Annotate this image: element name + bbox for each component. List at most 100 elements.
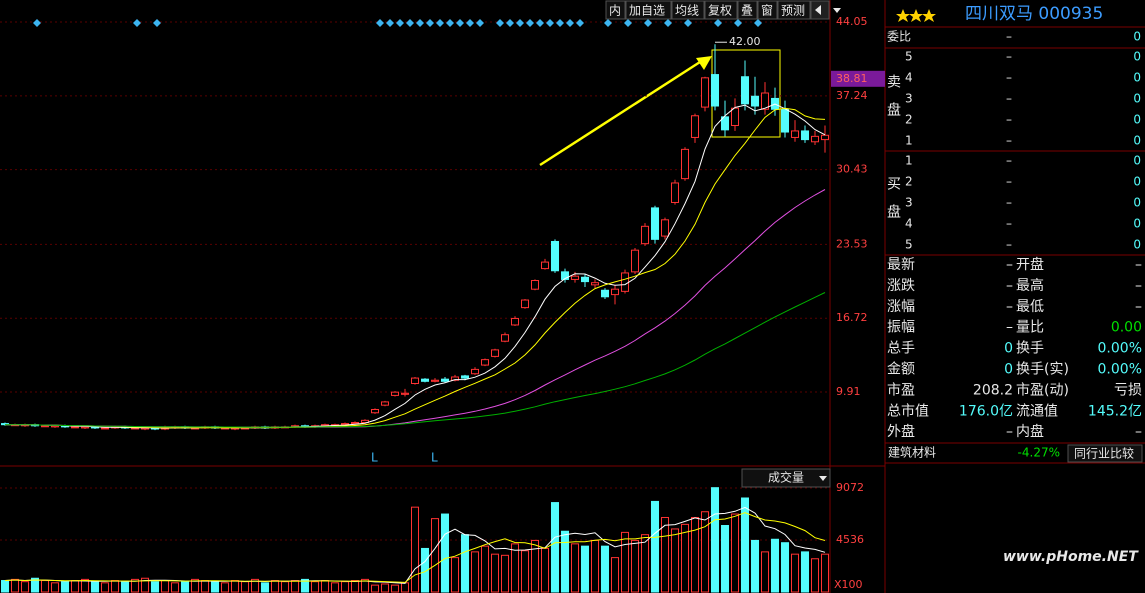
toolbar-label[interactable]: 预测 xyxy=(781,4,805,18)
signal-diamond xyxy=(386,19,394,27)
arrow-head xyxy=(696,56,712,70)
volume-bar xyxy=(621,531,629,593)
stat-label: 外盘 xyxy=(887,423,915,440)
candle-body xyxy=(661,219,669,237)
volume-label[interactable]: 成交量 xyxy=(768,470,804,485)
candle-body xyxy=(711,74,719,107)
volume-bar xyxy=(541,547,549,593)
signal-diamond xyxy=(466,19,474,27)
toolbar-label[interactable]: 复权 xyxy=(708,4,732,18)
candle-body xyxy=(431,379,439,382)
candle-body xyxy=(701,77,709,108)
stat-label: 市盈 xyxy=(887,381,915,398)
order-qty: 0 xyxy=(1133,50,1141,64)
ma10-line xyxy=(5,107,826,429)
candle-body xyxy=(691,115,699,138)
volume-bar xyxy=(221,582,229,593)
candle-body xyxy=(471,368,479,375)
volume-bar xyxy=(611,557,619,593)
signal-diamond xyxy=(396,19,404,27)
toolbar-button[interactable] xyxy=(757,0,778,20)
volume-bar xyxy=(101,582,109,593)
volume-bar xyxy=(561,530,569,593)
signal-diamond xyxy=(436,19,444,27)
signal-diamond xyxy=(664,19,672,27)
volume-bar xyxy=(301,578,309,593)
stat-label: 总手 xyxy=(887,341,915,357)
toolbar-button[interactable] xyxy=(605,0,626,20)
price-tick-label: 37.24 xyxy=(836,89,868,102)
volume-bar xyxy=(601,545,609,593)
signal-diamond xyxy=(516,19,524,27)
order-price: – xyxy=(1006,175,1012,189)
volume-bar xyxy=(691,516,699,593)
toolbar-button[interactable] xyxy=(777,0,811,20)
order-qty: 0 xyxy=(1133,154,1141,168)
current-price-label: 38.81 xyxy=(836,72,868,85)
toolbar-button[interactable] xyxy=(671,0,705,20)
toolbar-arrow xyxy=(815,5,821,15)
toolbar-button[interactable] xyxy=(737,0,758,20)
compare-button[interactable] xyxy=(1067,444,1143,463)
volume-bar xyxy=(531,539,539,593)
volume-bar xyxy=(31,577,39,593)
stat-value: 0.00 xyxy=(1111,320,1142,336)
toolbar-button[interactable] xyxy=(625,0,672,20)
volume-bar xyxy=(201,580,209,593)
candle-body xyxy=(71,426,79,429)
volume-ma-line xyxy=(4,512,826,583)
volume-bar xyxy=(121,581,129,593)
stat-value: – xyxy=(1135,257,1142,273)
volume-bar xyxy=(331,582,339,593)
stat-label: 开盘 xyxy=(1016,256,1044,273)
stat-value: 0 xyxy=(1004,341,1013,357)
ma30-line xyxy=(5,189,826,428)
signal-diamond xyxy=(426,19,434,27)
candle-body xyxy=(601,289,609,298)
toolbar-label[interactable]: 均线 xyxy=(675,4,699,18)
toolbar-label[interactable]: 叠 xyxy=(741,4,753,18)
signal-diamond xyxy=(546,19,554,27)
volume-bar xyxy=(781,542,789,593)
signal-diamond xyxy=(526,19,534,27)
stat-value: 0.00% xyxy=(1098,341,1142,357)
order-price: – xyxy=(1006,217,1012,231)
candle-body xyxy=(781,108,789,133)
high-label: 42.00 xyxy=(729,35,761,48)
toolbar-dropdown[interactable] xyxy=(833,8,841,13)
order-price: – xyxy=(1006,134,1012,148)
volume-bar xyxy=(631,539,639,593)
toolbar-label[interactable]: 窗 xyxy=(761,4,773,18)
stat-value: – xyxy=(1006,278,1013,294)
order-level: 4 xyxy=(905,217,913,231)
candle-body xyxy=(551,240,559,272)
order-price: – xyxy=(1006,113,1012,127)
candle-body xyxy=(671,182,679,203)
stat-label: 金额 xyxy=(887,362,915,378)
candle-body xyxy=(741,76,749,105)
volume-bar xyxy=(571,543,579,593)
candle-body xyxy=(81,426,89,429)
volume-selector[interactable] xyxy=(741,468,831,488)
candle-body xyxy=(731,107,739,127)
volume-bar xyxy=(421,547,429,593)
toolbar-label[interactable]: 内 xyxy=(609,4,621,18)
volume-bar xyxy=(231,580,239,593)
volume-bar xyxy=(341,581,349,593)
toolbar-button[interactable] xyxy=(704,0,738,20)
toolbar-label[interactable]: 加自选 xyxy=(629,4,665,18)
volume-bar xyxy=(181,581,189,593)
candle-body xyxy=(681,148,689,180)
order-level: 1 xyxy=(905,134,913,148)
volume-bar xyxy=(41,580,49,593)
volume-bar xyxy=(461,534,469,593)
weibi-label: 委比 xyxy=(887,30,911,44)
candle-body xyxy=(651,207,659,240)
signal-diamond xyxy=(714,19,722,27)
order-qty: 0 xyxy=(1133,196,1141,210)
signal-diamond xyxy=(506,19,514,27)
order-level: 3 xyxy=(905,196,913,210)
compare-label[interactable]: 同行业比较 xyxy=(1074,446,1134,461)
volume-bar xyxy=(291,580,299,593)
weibi-qty: 0 xyxy=(1133,30,1141,44)
